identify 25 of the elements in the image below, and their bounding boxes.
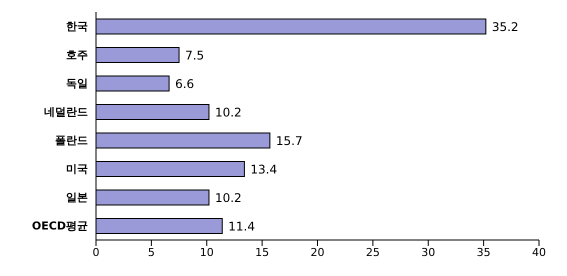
data-label: 13.4 [250, 162, 278, 176]
data-label: 7.5 [185, 48, 204, 62]
data-label: 35.2 [492, 20, 519, 34]
x-tick-label: 35 [476, 246, 491, 259]
y-tick-label: 한국 [66, 20, 88, 34]
data-label: 15.7 [276, 134, 303, 148]
data-label: 11.4 [228, 219, 255, 234]
data-label: 10.2 [214, 105, 242, 120]
y-tick-label: OECD평균 [32, 220, 88, 233]
y-tick-label: 독일 [66, 77, 88, 90]
x-tick-label: 20 [310, 246, 324, 259]
y-tick-label: 호주 [66, 48, 88, 62]
x-tick-label: 30 [421, 246, 436, 259]
x-tick-label: 10 [200, 246, 214, 259]
data-label: 10.2 [214, 190, 242, 205]
x-tick-label: 15 [255, 246, 270, 259]
x-tick-label: 0 [92, 246, 100, 259]
y-tick-label: 일본 [66, 191, 88, 204]
data-label: 6.6 [175, 76, 194, 91]
x-tick-label: 25 [366, 246, 380, 259]
y-tick-label: 미국 [66, 162, 88, 176]
x-tick-label: 5 [148, 246, 155, 259]
y-tick-label: 폴란드 [55, 134, 88, 148]
x-tick-label: 40 [532, 246, 546, 259]
y-tick-label: 네덜란드 [44, 106, 88, 119]
